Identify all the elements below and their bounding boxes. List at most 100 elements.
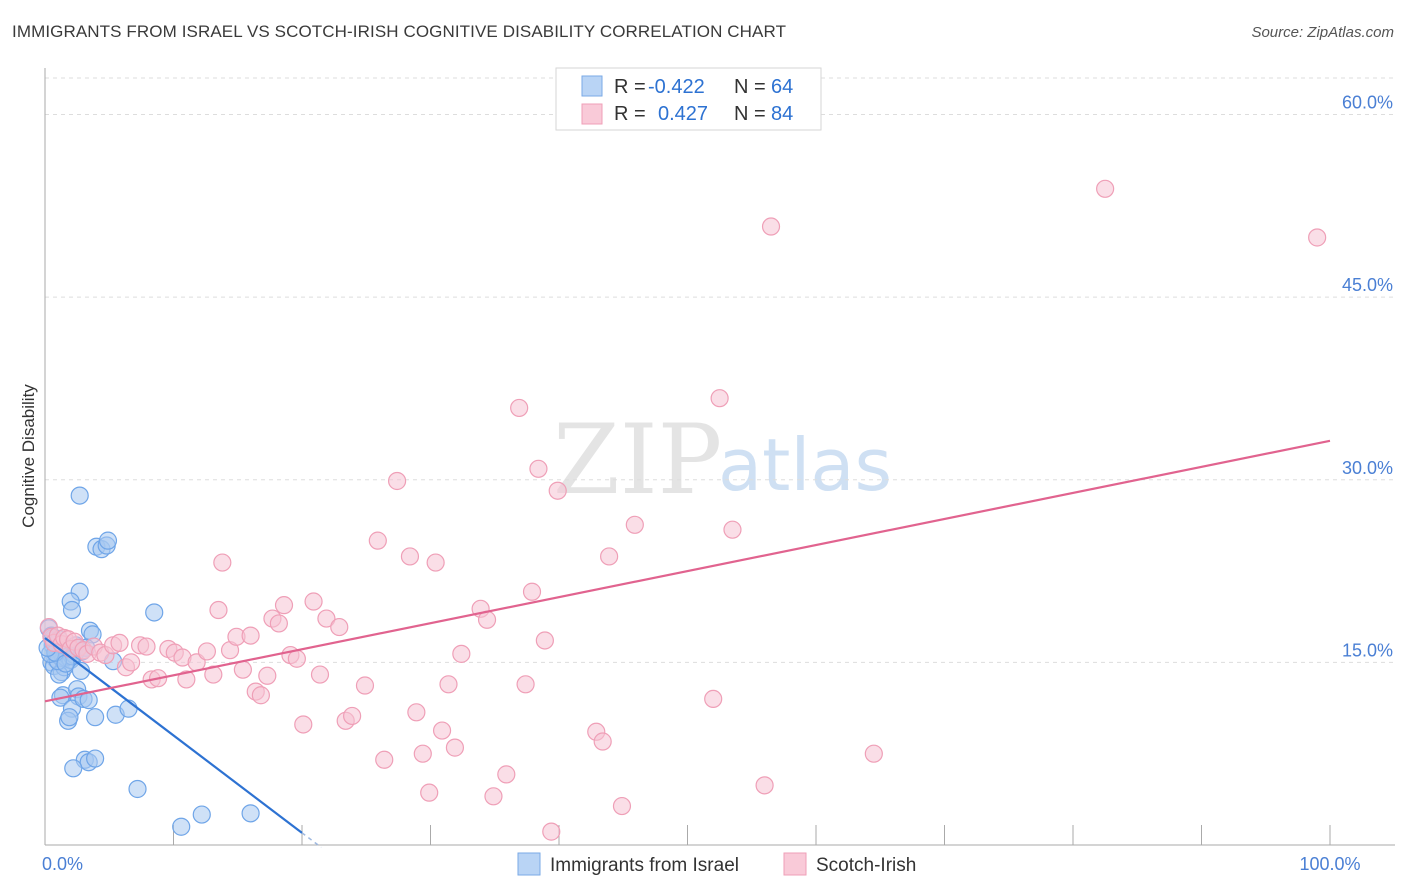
scotch-irish-point	[625, 515, 644, 534]
legend-n-value-2: 84	[771, 103, 793, 125]
scotch-irish-point	[484, 787, 503, 806]
scotch-irish-point	[368, 531, 387, 550]
y-tick-label: 60.0%	[1342, 93, 1393, 113]
scotch-irish-point	[432, 721, 452, 740]
scotch-irish-point	[535, 631, 554, 650]
scotch-irish-point	[420, 783, 439, 802]
israel-point	[86, 708, 105, 727]
scotch-irish-point	[204, 665, 223, 684]
israel-point	[62, 600, 82, 620]
scotch-irish-point	[269, 614, 288, 633]
stats-legend: R = -0.422 N = 64 R = 0.427 N = 84	[555, 67, 822, 131]
scotch-irish-point	[426, 553, 445, 572]
scotch-irish-point	[710, 389, 729, 408]
scotch-irish-point	[274, 596, 294, 615]
israel-trend-line	[44, 637, 303, 834]
y-tick-label: 45.0%	[1342, 275, 1393, 295]
scotch-irish-point	[233, 660, 252, 679]
israel-point	[70, 486, 89, 505]
scotch-irish-point	[197, 642, 217, 661]
israel-point	[86, 749, 105, 768]
scotch-irish-point	[355, 676, 375, 695]
scotch-irish-point	[121, 653, 141, 672]
scotch-irish-point	[213, 553, 232, 572]
bottom-legend-label-scotch-irish: Scotch-Irish	[816, 855, 916, 876]
y-axis-label: Cognitive Disability	[19, 384, 38, 528]
israel-point	[128, 779, 147, 799]
israel-point	[145, 603, 164, 622]
israel-point	[64, 759, 83, 778]
scotch-irish-point	[209, 600, 228, 620]
grid-lines	[45, 77, 1395, 663]
legend-n-value-1: 64	[771, 76, 793, 98]
series-israel-points	[38, 486, 260, 836]
scotch-irish-point	[445, 738, 465, 757]
legend-swatch-israel	[581, 75, 603, 97]
scotch-irish-point	[612, 796, 632, 816]
israel-point	[241, 804, 260, 823]
israel-point	[192, 805, 211, 824]
israel-point	[98, 531, 118, 550]
legend-r-value-2: 0.427	[658, 103, 708, 125]
scotch-irish-point	[343, 706, 362, 726]
scotch-irish-point	[510, 398, 529, 418]
scotch-irish-point	[110, 633, 129, 653]
scotch-irish-point	[452, 644, 471, 663]
israel-point	[60, 708, 79, 727]
scotch-irish-trend-line	[44, 439, 1331, 703]
legend-swatch-scotch-irish	[581, 103, 603, 125]
source-credit: Source: ZipAtlas.com	[1251, 24, 1394, 41]
scotch-irish-point	[529, 459, 548, 478]
x-tick-label: 0.0%	[42, 854, 83, 874]
axes: 15.0% 30.0% 45.0% 60.0% 0.0% 100.0%	[42, 68, 1395, 874]
legend-n-label-1: N =	[734, 76, 766, 98]
scotch-irish-point	[761, 217, 781, 236]
scotch-irish-point	[516, 675, 535, 694]
scotch-irish-point	[864, 744, 883, 763]
israel-point	[172, 817, 191, 836]
scotch-irish-point	[258, 666, 277, 685]
legend-r-value-1: -0.422	[648, 76, 705, 98]
bottom-legend-label-israel: Immigrants from Israel	[550, 855, 739, 876]
scotch-irish-point	[497, 765, 516, 784]
scotch-irish-point	[251, 686, 270, 705]
scotch-irish-point	[310, 665, 330, 684]
watermark-atlas: atlas	[718, 423, 892, 507]
scotch-irish-point	[287, 649, 306, 668]
scotch-irish-point	[548, 481, 567, 500]
y-tick-label: 15.0%	[1342, 640, 1393, 660]
y-tick-label: 30.0%	[1342, 458, 1393, 478]
legend-r-label-2: R =	[614, 103, 646, 125]
scotch-irish-point	[330, 617, 349, 637]
legend-r-label-1: R =	[614, 76, 646, 98]
series-legend: Immigrants from Israel Scotch-Irish	[517, 852, 916, 876]
bottom-legend-swatch-scotch-irish	[783, 852, 807, 876]
scotch-irish-point	[600, 547, 619, 566]
watermark-zip: ZIP	[553, 404, 722, 516]
scotch-irish-point	[1096, 179, 1115, 198]
scotch-irish-point	[304, 592, 323, 611]
scotch-irish-point	[704, 689, 723, 709]
scotch-irish-point	[723, 520, 742, 539]
scotch-irish-point	[413, 744, 432, 763]
scotch-irish-point	[375, 750, 394, 769]
scotch-irish-point	[317, 609, 336, 628]
scotch-irish-point	[1308, 228, 1327, 247]
scotch-irish-point	[407, 703, 426, 722]
chart-title: IMMIGRANTS FROM ISRAEL VS SCOTCH-IRISH C…	[12, 22, 787, 41]
legend-n-label-2: N =	[734, 103, 766, 125]
scotch-irish-point	[387, 471, 407, 491]
bottom-legend-swatch-israel	[517, 852, 541, 876]
scotch-irish-point	[177, 670, 196, 689]
scotch-irish-point	[593, 732, 612, 751]
scotch-irish-point	[755, 776, 774, 795]
scotch-irish-point	[137, 637, 156, 656]
scotch-irish-point	[542, 822, 561, 841]
scotch-irish-point	[241, 626, 260, 645]
scotch-irish-point	[439, 675, 458, 694]
trend-lines	[44, 439, 1331, 849]
scotch-irish-point	[294, 715, 313, 734]
scotch-irish-point	[522, 582, 542, 601]
scotch-irish-point	[400, 547, 420, 566]
